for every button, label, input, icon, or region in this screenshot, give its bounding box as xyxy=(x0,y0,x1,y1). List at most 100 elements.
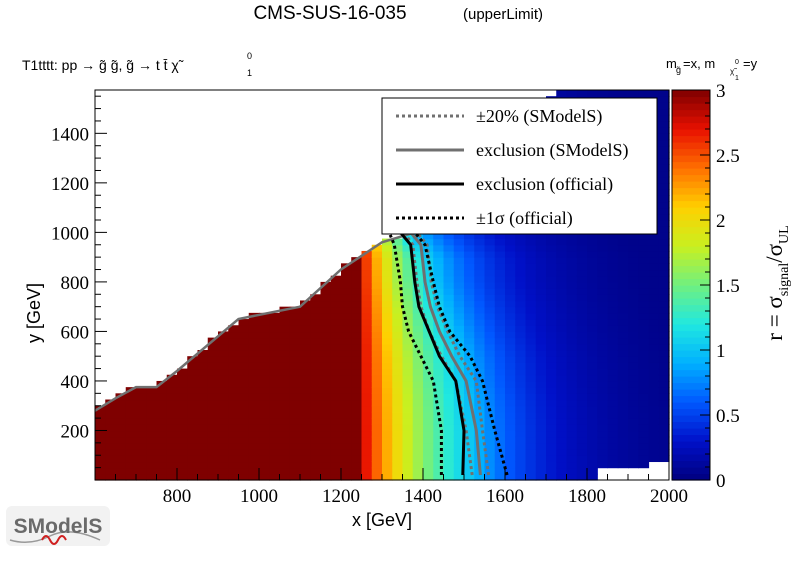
y-tick-label: 1000 xyxy=(51,223,89,244)
color-bar-segment xyxy=(672,356,710,364)
color-bar-segment xyxy=(672,168,710,176)
heatmap-cell xyxy=(556,387,568,394)
heatmap-cell xyxy=(228,473,240,481)
heatmap-cell xyxy=(474,306,486,314)
heatmap-cell xyxy=(556,461,568,469)
heatmap-cell xyxy=(607,405,619,413)
heatmap-cell xyxy=(658,170,670,178)
heatmap-cell xyxy=(576,430,588,438)
heatmap-cell xyxy=(505,312,516,320)
heatmap-cell xyxy=(546,288,557,295)
heatmap-cell xyxy=(177,399,188,407)
heatmap-cell xyxy=(279,368,291,376)
heatmap-cell xyxy=(505,473,516,481)
heatmap-cell xyxy=(525,281,537,289)
heatmap-cell xyxy=(494,294,506,302)
heatmap-cell xyxy=(279,467,291,475)
heatmap-cell xyxy=(597,269,609,277)
heatmap-cell xyxy=(351,312,363,320)
heatmap-cell xyxy=(423,411,434,419)
heatmap-cell xyxy=(628,343,639,351)
heatmap-cell xyxy=(351,393,363,401)
heatmap-cell xyxy=(433,467,445,475)
svg-text:1: 1 xyxy=(247,68,252,78)
heatmap-cell xyxy=(515,269,527,277)
diagonal-edge-line xyxy=(94,231,416,412)
heatmap-cell xyxy=(146,411,158,419)
heatmap-cell xyxy=(515,362,527,370)
heatmap-cell xyxy=(330,442,342,450)
heatmap-cell xyxy=(515,418,527,425)
color-bar-segment xyxy=(672,200,710,208)
color-bar-segment xyxy=(672,148,710,156)
heatmap-cell xyxy=(638,288,650,295)
heatmap-cell xyxy=(587,306,598,314)
heatmap-cell xyxy=(259,356,270,363)
heatmap-cell xyxy=(658,294,670,302)
heatmap-cell xyxy=(546,306,557,314)
heatmap-cell xyxy=(638,337,650,345)
heatmap-cell xyxy=(341,306,352,314)
heatmap-cell xyxy=(382,294,393,302)
heatmap-cell xyxy=(576,331,588,339)
heatmap-cell xyxy=(494,449,506,456)
heatmap-cell xyxy=(392,374,404,382)
heatmap-cell xyxy=(638,331,650,339)
heatmap-cell xyxy=(259,442,270,450)
heatmap-cell xyxy=(464,269,475,277)
heatmap-cell xyxy=(228,356,240,363)
heatmap-cell xyxy=(300,325,311,333)
heatmap-cell xyxy=(535,300,547,308)
heatmap-cell xyxy=(382,418,393,425)
y-axis-label: y [GeV] xyxy=(24,283,44,343)
heatmap-cell xyxy=(197,442,209,450)
heatmap-cell xyxy=(279,399,291,407)
color-bar-segment xyxy=(672,389,710,397)
heatmap-cell xyxy=(453,356,465,363)
heatmap-cell xyxy=(597,294,609,302)
heatmap-cell xyxy=(95,418,106,425)
heatmap-cell xyxy=(248,319,260,326)
heatmap-cell xyxy=(638,232,650,240)
heatmap-cell xyxy=(361,312,373,320)
chart-subtitle: (upperLimit) xyxy=(463,6,543,23)
heatmap-cell xyxy=(310,424,322,432)
heatmap-cell xyxy=(279,436,291,444)
heatmap-cell xyxy=(566,436,578,444)
heatmap-cell xyxy=(423,399,434,407)
heatmap-cell xyxy=(658,337,670,345)
heatmap-cell xyxy=(392,263,404,271)
heatmap-cell xyxy=(156,399,168,407)
heatmap-cell xyxy=(628,424,639,432)
heatmap-cell xyxy=(351,319,363,326)
heatmap-cell xyxy=(525,275,537,283)
heatmap-cell xyxy=(443,325,455,333)
heatmap-cell xyxy=(494,368,506,376)
z-tick-label: 0 xyxy=(716,471,726,492)
heatmap-cell xyxy=(535,399,547,407)
heatmap-cell xyxy=(617,306,629,314)
heatmap-cell xyxy=(330,473,342,481)
heatmap-cell xyxy=(628,90,639,97)
heatmap-cell xyxy=(136,405,147,413)
heatmap-cell xyxy=(289,399,301,407)
heatmap-cell xyxy=(638,238,650,246)
heatmap-cell xyxy=(351,350,363,357)
heatmap-cell xyxy=(330,399,342,407)
heatmap-cell xyxy=(361,430,373,438)
heatmap-cell xyxy=(392,436,404,444)
heatmap-cell xyxy=(525,244,537,252)
heatmap-cell xyxy=(576,405,588,413)
heatmap-cell xyxy=(505,257,516,264)
heatmap-cell xyxy=(115,449,127,456)
heatmap-cell xyxy=(658,220,670,227)
heatmap-cell xyxy=(371,257,383,264)
heatmap-cell xyxy=(443,337,455,345)
heatmap-cell xyxy=(535,257,547,264)
heatmap-cell xyxy=(310,374,322,382)
heatmap-cell xyxy=(566,288,578,295)
heatmap-cell xyxy=(597,275,609,283)
heatmap-cell xyxy=(648,263,660,271)
heatmap-cell xyxy=(587,90,598,97)
heatmap-cell xyxy=(546,461,557,469)
